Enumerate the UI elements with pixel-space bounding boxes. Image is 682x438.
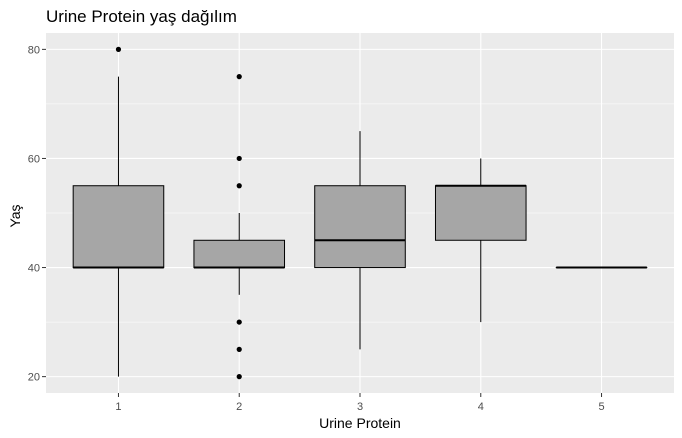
x-axis: 1 2 3 4 5 xyxy=(115,393,605,413)
y-tick-label: 20 xyxy=(28,372,40,384)
y-axis: 20 40 60 80 xyxy=(28,44,46,384)
box-iqr xyxy=(72,185,165,269)
outlier-point xyxy=(236,319,242,325)
y-tick-label: 60 xyxy=(28,153,40,165)
box-series xyxy=(72,46,648,380)
x-tick-label: 1 xyxy=(115,401,121,413)
chart-title: Urine Protein yaş dağılım xyxy=(46,7,237,26)
outlier-point xyxy=(115,46,122,52)
outlier-point xyxy=(236,183,242,189)
y-tick-label: 80 xyxy=(28,44,40,56)
x-axis-title: Urine Protein xyxy=(319,415,401,431)
box-4 xyxy=(434,158,527,323)
x-tick-label: 5 xyxy=(598,401,604,413)
outlier-point xyxy=(236,346,242,352)
box-iqr xyxy=(314,185,406,269)
x-tick-label: 2 xyxy=(236,401,242,413)
box-3 xyxy=(314,131,406,350)
x-tick-label: 4 xyxy=(478,401,484,413)
outlier-point xyxy=(236,374,242,380)
outlier-point xyxy=(236,155,242,162)
box-iqr xyxy=(434,185,527,241)
box-2 xyxy=(193,74,286,380)
y-axis-title: Yaş xyxy=(7,204,23,227)
outlier-point xyxy=(236,74,242,80)
box-iqr xyxy=(193,239,286,269)
x-tick-label: 3 xyxy=(357,401,363,413)
box-1 xyxy=(72,46,165,377)
y-tick-label: 40 xyxy=(28,263,40,275)
